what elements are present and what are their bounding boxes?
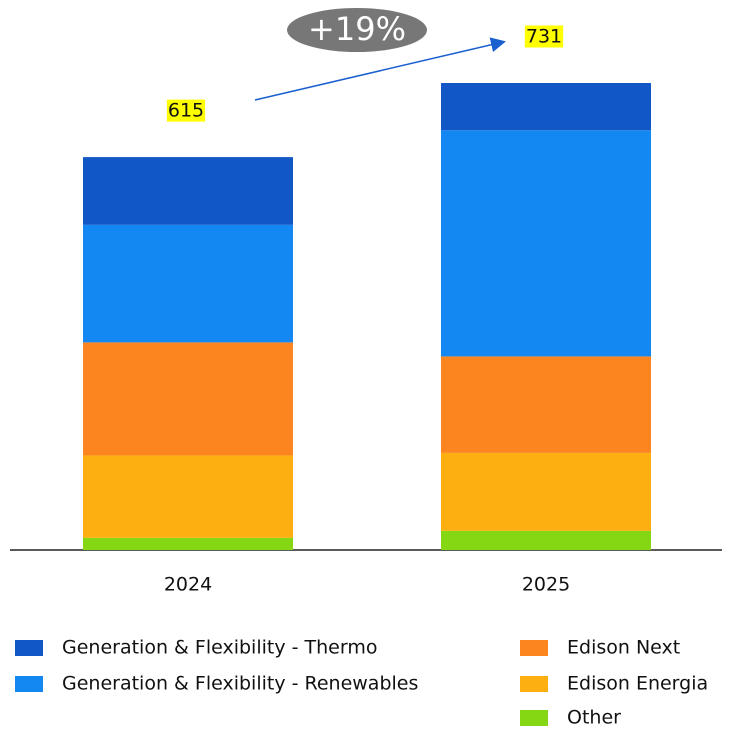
growth-label: +19% — [308, 10, 406, 48]
legend-swatch — [15, 640, 43, 656]
growth-badge — [287, 8, 427, 52]
bar-segment — [83, 157, 293, 225]
bar-segment — [441, 130, 651, 357]
legend-swatch — [15, 676, 43, 692]
legend-label: Edison Next — [567, 637, 680, 659]
bar-segment — [83, 224, 293, 343]
legend-label: Edison Energia — [567, 673, 708, 695]
bar-segment — [83, 537, 293, 550]
total-label: 615 — [168, 100, 204, 122]
bar-segment — [441, 356, 651, 453]
total-highlight — [524, 25, 564, 48]
legend-swatch — [520, 640, 548, 656]
growth-arrow — [254, 37, 506, 101]
total-label: 731 — [526, 26, 562, 48]
legend-swatch — [520, 710, 548, 726]
bar-segment — [83, 342, 293, 456]
bar-segment — [441, 530, 651, 550]
total-highlight — [166, 99, 206, 122]
bar-segment — [441, 83, 651, 131]
legend-label: Other — [567, 707, 621, 729]
x-tick-label: 2024 — [164, 574, 212, 596]
legend-label: Generation & Flexibility - Thermo — [62, 637, 377, 659]
x-tick-label: 2025 — [522, 574, 570, 596]
bar-segment — [83, 455, 293, 538]
legend-label: Generation & Flexibility - Renewables — [62, 673, 418, 695]
bar-segment — [441, 452, 651, 531]
legend-swatch — [520, 676, 548, 692]
